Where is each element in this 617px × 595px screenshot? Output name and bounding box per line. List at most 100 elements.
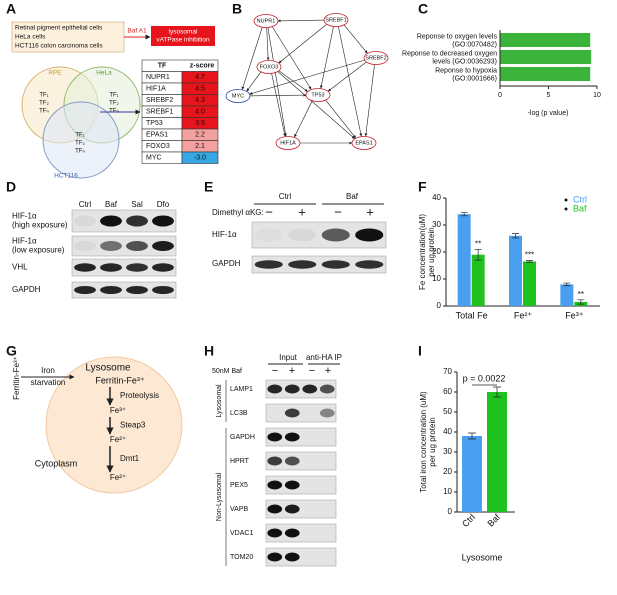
band xyxy=(152,286,174,294)
label: Ctrl xyxy=(279,192,292,201)
label: Sal xyxy=(131,200,143,209)
y-tick-label: 0 xyxy=(448,507,453,516)
band xyxy=(126,241,148,251)
band xyxy=(267,504,283,514)
band xyxy=(255,229,283,242)
label: NUPR1 xyxy=(146,74,170,81)
legend-marker xyxy=(564,207,568,211)
x-tick-label: Fe³⁺ xyxy=(565,310,584,320)
band xyxy=(319,384,335,394)
y-tick-label: 50 xyxy=(443,407,452,416)
edge xyxy=(241,27,263,90)
label: HIF-1α xyxy=(212,230,237,239)
label: Lysosomal xyxy=(216,384,223,418)
label: TF₂ xyxy=(39,101,49,107)
label: anti-HA IP xyxy=(306,353,342,362)
label: Dfo xyxy=(157,200,170,209)
band xyxy=(284,456,300,466)
label: Baf xyxy=(346,192,359,201)
edge xyxy=(325,99,356,139)
label: Ferritin-Fe³⁺ xyxy=(95,375,144,385)
label: SREBF2 xyxy=(146,97,173,104)
blot xyxy=(265,427,337,447)
blot xyxy=(71,281,177,299)
label: (GO:0001666) xyxy=(452,75,497,82)
label: 4.3 xyxy=(195,97,205,104)
band xyxy=(267,384,283,394)
band xyxy=(321,260,350,269)
edge xyxy=(271,73,286,137)
bar xyxy=(500,67,591,81)
band xyxy=(126,286,148,294)
label: HCT116 xyxy=(54,173,78,180)
table-cell xyxy=(181,151,219,164)
edge xyxy=(267,27,287,137)
band xyxy=(267,552,283,562)
band xyxy=(126,263,148,272)
label: Retinal pigment epithelial cells xyxy=(15,25,103,32)
bar xyxy=(471,254,485,306)
label: TFₙ xyxy=(39,109,49,115)
band xyxy=(152,263,174,272)
label: HeLa cells xyxy=(15,34,46,41)
label: GAPDH xyxy=(12,285,41,294)
bar xyxy=(509,235,522,306)
band xyxy=(284,528,300,538)
panel-label: H xyxy=(204,343,214,359)
label: 4.5 xyxy=(195,86,205,93)
label: RPE xyxy=(48,70,62,77)
label: Fe³⁺ xyxy=(110,406,126,415)
significance: ** xyxy=(578,290,584,299)
label: Baf xyxy=(105,200,118,209)
lysosome xyxy=(45,356,183,494)
node xyxy=(363,51,389,65)
label: (low exposure) xyxy=(12,246,65,255)
error-bar xyxy=(577,299,585,305)
band xyxy=(288,228,317,242)
node xyxy=(275,136,301,150)
label: GAPDH xyxy=(212,259,241,268)
label: TF₂ xyxy=(109,101,119,107)
band xyxy=(284,480,300,490)
band xyxy=(355,228,384,242)
y-tick-label: 30 xyxy=(443,447,452,456)
label: Fe²⁺ xyxy=(110,435,126,444)
panel-label: A xyxy=(6,1,16,17)
y-tick-label: 20 xyxy=(443,467,452,476)
band xyxy=(267,528,283,538)
band xyxy=(152,215,174,227)
blot xyxy=(265,451,337,471)
edge xyxy=(319,26,334,89)
label: vATPase inhibition xyxy=(156,37,210,44)
label: TP53 xyxy=(311,92,324,98)
label: SREBF1 xyxy=(146,109,173,116)
label: HIF-1α xyxy=(12,212,37,221)
label: Non-Lysosomal xyxy=(216,472,223,521)
blot xyxy=(265,547,337,567)
panel-label: C xyxy=(418,1,428,17)
y-tick-label: 10 xyxy=(443,487,452,496)
label: Baf A1 xyxy=(127,28,147,35)
label: HPRT xyxy=(230,458,250,465)
label: (GO:0070482) xyxy=(452,41,497,48)
band xyxy=(302,384,318,394)
legend-label: Baf xyxy=(573,203,587,213)
label: HeLa xyxy=(96,70,112,77)
label: VAPB xyxy=(230,506,248,513)
band xyxy=(284,384,300,394)
x-axis-label: Lysosome xyxy=(462,552,503,562)
blot xyxy=(265,403,337,423)
cell-box xyxy=(11,21,125,53)
band xyxy=(100,215,122,227)
band xyxy=(284,432,300,442)
edge xyxy=(294,100,313,138)
x-axis-label: -log (p value) xyxy=(528,110,569,117)
edge xyxy=(343,24,368,54)
p-value: p = 0.0022 xyxy=(463,373,506,383)
y-axis-label: Total iron concentration (uM) xyxy=(419,391,428,493)
blot xyxy=(71,258,177,277)
edge xyxy=(246,71,262,92)
significance: ** xyxy=(475,239,481,248)
edge xyxy=(277,71,355,139)
band xyxy=(267,432,283,442)
